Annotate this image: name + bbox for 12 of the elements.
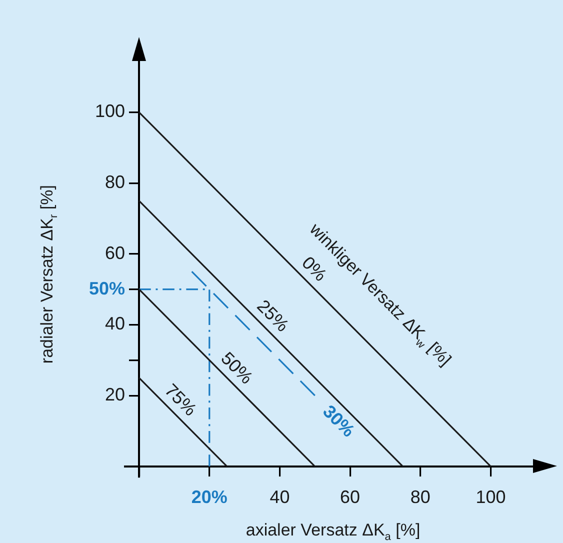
x-tick-label: 40 — [270, 487, 290, 508]
y-tick-label: 40 — [105, 314, 126, 334]
y-tick-label: 80 — [105, 172, 126, 192]
y-tick-label: 20 — [105, 384, 126, 405]
y-tick-label: 60 — [105, 242, 126, 263]
y-tick-label: 100 — [95, 101, 126, 122]
x-tick-label: 100 — [476, 487, 506, 508]
x-tick-label: 60 — [340, 487, 360, 508]
y-tick-label: 50% — [89, 278, 126, 298]
y-axis-title: radialer Versatz ΔKr [%] — [38, 185, 60, 364]
x-tick-label: 20% — [191, 487, 228, 508]
x-tick-label: 80 — [410, 487, 430, 508]
